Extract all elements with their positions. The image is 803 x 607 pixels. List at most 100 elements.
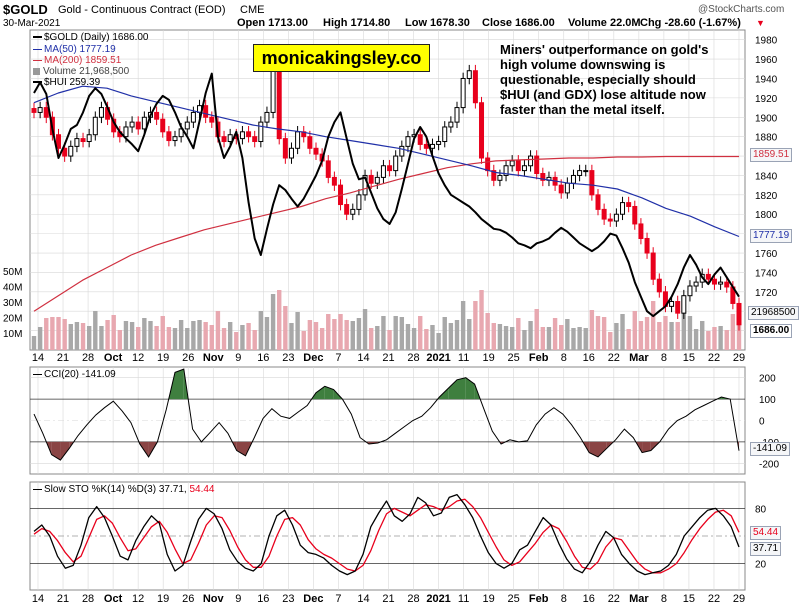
candle-body	[178, 128, 184, 138]
candle-body	[460, 77, 466, 109]
x-tick-label: 28	[82, 593, 94, 605]
candle-body	[43, 107, 49, 118]
sto-k-line	[33, 493, 740, 576]
volume-bar	[614, 323, 619, 350]
volume-bar	[485, 313, 490, 350]
x-tick-label: 19	[157, 593, 169, 605]
candle-body	[528, 155, 534, 167]
volume-bar	[522, 330, 527, 350]
volume-axis-label: 40M	[3, 283, 22, 294]
candle-body	[160, 118, 166, 133]
volume-bar	[583, 328, 588, 350]
volume-bar	[136, 327, 141, 350]
volume-bar	[693, 329, 699, 350]
candle-body	[491, 170, 497, 181]
volume-bar	[448, 323, 454, 350]
x-tick-label: 8	[661, 593, 667, 605]
candle-body	[246, 131, 252, 138]
change-down-icon: ▼	[756, 18, 765, 28]
candle-body	[540, 173, 546, 181]
volume-bar	[411, 328, 417, 350]
candle-body	[564, 182, 570, 194]
hui-line	[33, 72, 740, 318]
candle-body	[632, 205, 638, 225]
x-tick-label: 8	[661, 352, 667, 364]
cci-line	[33, 368, 740, 461]
x-tick-label: 26	[182, 352, 194, 364]
volume-bar	[178, 320, 184, 350]
volume-axis-label: 20M	[3, 314, 22, 325]
volume-bar	[289, 323, 294, 350]
volume-bar	[479, 290, 484, 350]
candle-body	[86, 134, 92, 143]
cci-tick-label: 0	[759, 417, 765, 428]
x-tick-label: Nov	[203, 593, 225, 605]
cci-fill	[316, 386, 325, 400]
volume-bar	[123, 321, 129, 350]
candle-body	[583, 170, 589, 173]
cci-legend: CCI(20) -141.09	[33, 369, 116, 380]
ma50-tag: 1777.19	[750, 229, 793, 243]
cci-tick-label: 100	[759, 395, 776, 406]
y-tick-label: 1920	[755, 94, 778, 105]
x-tick-label: 28	[82, 352, 94, 364]
volume-bar	[350, 321, 355, 350]
volume-bar	[270, 294, 276, 350]
volume-bar	[68, 324, 73, 350]
candle-body	[534, 155, 540, 175]
volume-bar	[172, 328, 178, 350]
candle-body	[129, 121, 135, 128]
volume-bar	[191, 321, 196, 350]
candle-body	[724, 281, 730, 288]
x-tick-label: 12	[132, 593, 144, 605]
volume-bar	[559, 325, 564, 350]
y-tick-label: 1840	[755, 171, 778, 182]
x-tick-label: 8	[561, 593, 567, 605]
close-tag: 1686.00	[750, 324, 793, 338]
candle-body	[203, 105, 209, 118]
volume-bar	[31, 336, 37, 350]
x-tick-label: Mar	[629, 593, 649, 605]
x-tick-label: 16	[583, 593, 595, 605]
candle-body	[656, 278, 662, 293]
volume-bar	[111, 315, 116, 350]
volume-bar	[657, 322, 662, 350]
candle-body	[264, 111, 270, 123]
x-tick-label: 14	[357, 593, 369, 605]
candle-body	[448, 121, 454, 128]
volume-bar	[687, 316, 693, 350]
cci-fill	[457, 377, 466, 400]
candle-body	[705, 273, 711, 280]
brand-label[interactable]: @StockCharts.com	[698, 4, 785, 15]
sto-d-tag: 54.44	[750, 526, 782, 540]
x-tick-label: 15	[683, 593, 695, 605]
candle-body	[454, 107, 460, 123]
volume-bar	[362, 309, 368, 350]
candle-body	[399, 145, 405, 157]
volume-bar	[160, 316, 165, 350]
volume-bar	[387, 330, 392, 350]
y-tick-label: 1980	[755, 36, 778, 47]
volume-bar	[467, 319, 472, 350]
volume-bar	[589, 310, 595, 350]
annotation-note: Miners' outperformance on gold's high vo…	[500, 42, 709, 117]
x-tick-label: 2021	[426, 593, 450, 605]
candle-body	[436, 141, 442, 145]
candle-body	[288, 147, 294, 159]
candle-body	[429, 143, 435, 149]
volume-bar	[283, 306, 288, 350]
y-tick-label: 1760	[755, 249, 778, 260]
y-tick-label: 1820	[755, 191, 778, 202]
candle-body	[442, 126, 448, 143]
volume-bar	[234, 332, 239, 350]
volume-bar	[454, 320, 460, 350]
x-tick-label: Oct	[104, 352, 123, 364]
change-value: Chg -28.60 (-1.67%)	[640, 17, 741, 29]
candle-body	[92, 116, 98, 136]
candle-body	[295, 131, 301, 149]
candle-body	[31, 108, 37, 113]
sto-d-line	[33, 498, 740, 574]
volume-bar	[185, 328, 190, 350]
volume-bar	[154, 326, 159, 350]
